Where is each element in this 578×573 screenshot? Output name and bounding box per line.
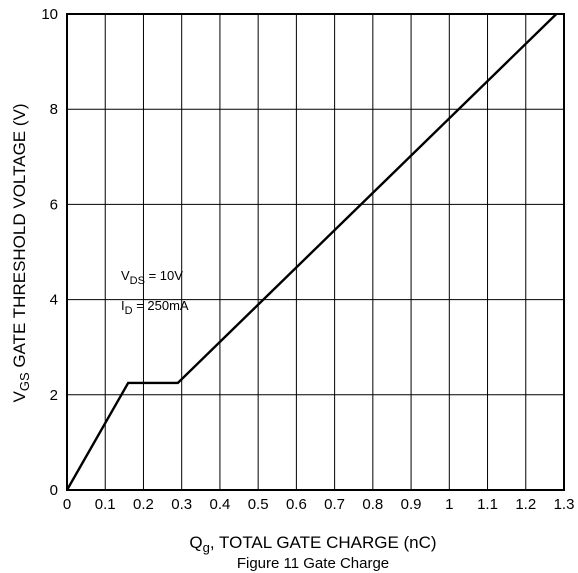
y-axis-title-rest: GATE THRESHOLD VOLTAGE (V) <box>10 103 29 372</box>
annotation-id-sub: D <box>125 305 133 317</box>
x-axis-title-rest: , TOTAL GATE CHARGE (nC) <box>210 533 437 552</box>
svg-text:VDS = 10V: VDS = 10V <box>121 268 183 287</box>
tick-labels: 0 0.1 0.2 0.3 0.4 0.5 0.6 0.7 0.8 0.9 1 1.1 1.2 1.3 0 2… <box>41 6 574 513</box>
y-axis-title-sub: GS <box>17 372 32 391</box>
x-tick-label: 1.1 <box>477 496 498 513</box>
x-tick-label: 0.5 <box>248 496 269 513</box>
x-tick-label: 1.3 <box>554 496 575 513</box>
y-tick-label: 0 <box>50 482 58 499</box>
x-tick-label: 0.3 <box>171 496 192 513</box>
x-tick-label: 0.7 <box>324 496 345 513</box>
y-axis-title-main: V <box>10 391 29 403</box>
annotation-vds-main: V <box>121 268 130 283</box>
x-tick-label: 1.2 <box>515 496 536 513</box>
x-tick-label: 0.2 <box>133 496 154 513</box>
x-tick-label: 0.8 <box>362 496 383 513</box>
x-tick-label: 0 <box>63 496 71 513</box>
x-tick-label: 0.4 <box>209 496 230 513</box>
figure-caption: Figure 11 Gate Charge <box>237 555 389 572</box>
x-tick-label: 0.9 <box>401 496 422 513</box>
y-tick-label: 2 <box>50 387 58 404</box>
y-tick-label: 8 <box>50 101 58 118</box>
x-tick-label: 0.1 <box>95 496 116 513</box>
y-axis-title: VGS GATE THRESHOLD VOLTAGE (V) <box>10 103 32 402</box>
annotation-vds-sub: DS <box>130 275 145 287</box>
y-tick-label: 6 <box>50 196 58 213</box>
x-tick-label: 1 <box>445 496 453 513</box>
x-axis-title-main: Q <box>189 533 202 552</box>
x-axis-title: Qg, TOTAL GATE CHARGE (nC) <box>189 533 436 555</box>
plot-frame <box>66 13 565 491</box>
annotation-vds: VDS = 10V <box>121 268 183 287</box>
x-axis-title-sub: g <box>203 540 210 555</box>
annotation-vds-rest: = 10V <box>145 268 183 283</box>
grid-lines <box>67 14 564 490</box>
series-layer <box>65 13 558 491</box>
y-tick-label: 10 <box>41 6 58 23</box>
annotation-id: ID = 250mA <box>121 298 189 317</box>
x-tick-label: 0.6 <box>286 496 307 513</box>
vgs-curve-line <box>65 13 558 491</box>
annotation-id-main: I <box>121 298 125 313</box>
svg-text:ID = 250mA: ID = 250mA <box>121 298 189 317</box>
y-tick-label: 4 <box>50 292 58 309</box>
annotation-id-rest: = 250mA <box>133 298 189 313</box>
